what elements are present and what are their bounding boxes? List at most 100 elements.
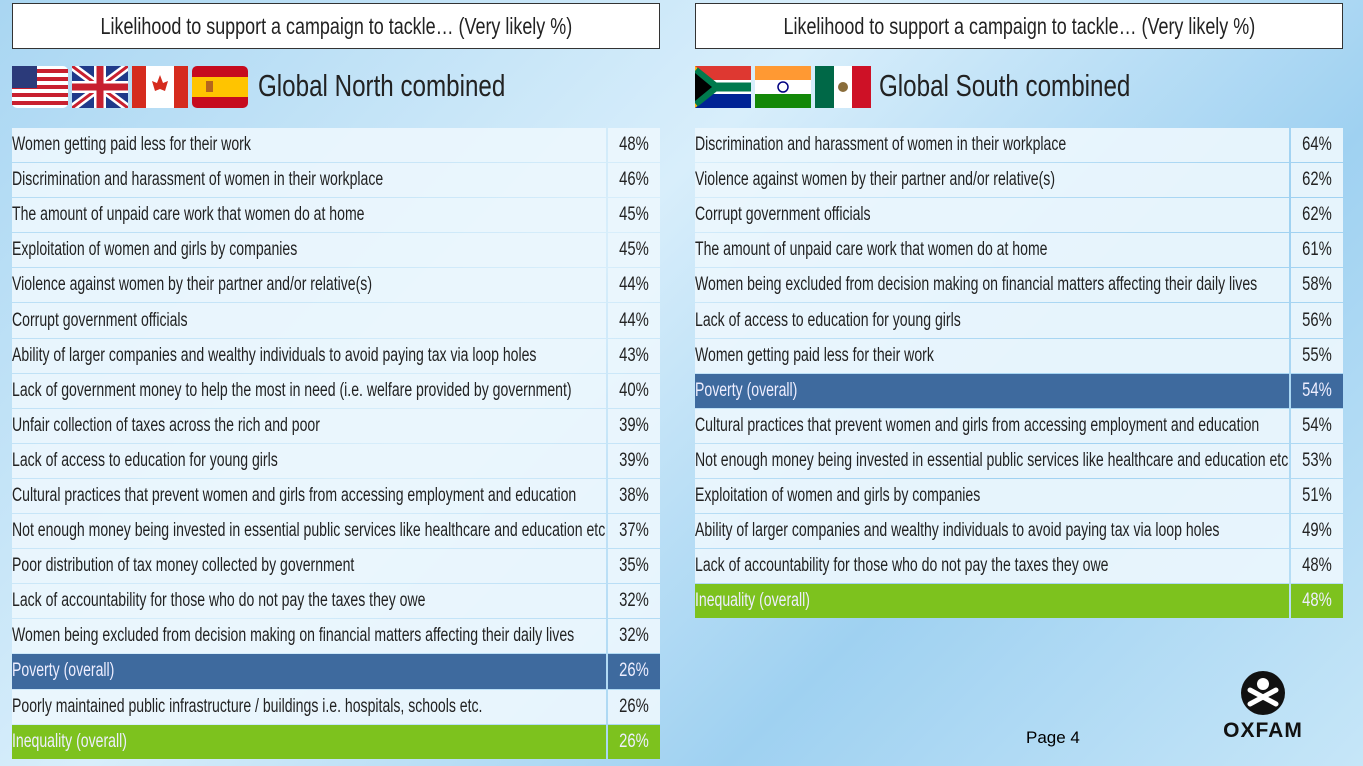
- row-label-cell: Ability of larger companies and wealthy …: [12, 338, 606, 373]
- row-value: 54%: [1302, 379, 1332, 401]
- row-label: Lack of accountability for those who do …: [695, 555, 1109, 577]
- table-row: Poverty (overall) 26%: [12, 654, 660, 689]
- row-value-cell: 53%: [1291, 443, 1343, 478]
- row-value-cell: 26%: [608, 689, 660, 724]
- row-value-cell: 38%: [608, 478, 660, 514]
- row-label: Discrimination and harassment of women i…: [695, 134, 1067, 156]
- table: Women getting paid less for their work 48…: [12, 128, 660, 760]
- row-label-cell: Exploitation of women and girls by compa…: [12, 233, 606, 268]
- row-value-cell: 48%: [608, 128, 660, 163]
- table-row: Poverty (overall) 54%: [695, 373, 1343, 408]
- panel-title: Global North combined: [258, 68, 575, 104]
- row-value-cell: 46%: [608, 163, 660, 198]
- row-label-cell: Not enough money being invested in essen…: [12, 514, 606, 549]
- row-label: Exploitation of women and girls by compa…: [695, 484, 981, 506]
- row-label-cell: Women getting paid less for their work: [695, 338, 1289, 373]
- logo-mark: [1241, 671, 1285, 715]
- row-value-cell: 54%: [1291, 408, 1343, 443]
- row-label: Poorly maintained public infrastructure …: [12, 695, 483, 717]
- row-label-cell: Cultural practices that prevent women an…: [695, 408, 1289, 443]
- row-label: The amount of unpaid care work that wome…: [695, 239, 1048, 261]
- row-value: 32%: [619, 625, 649, 647]
- panel-title: Global South combined: [879, 68, 1201, 104]
- table-row: Lack of government money to help the mos…: [12, 373, 660, 408]
- flag-canada: [132, 66, 188, 108]
- row-label-cell: The amount of unpaid care work that wome…: [695, 233, 1289, 268]
- page-number: Page 4: [1026, 728, 1080, 747]
- row-value: 62%: [1302, 169, 1332, 191]
- table-row: Not enough money being invested in essen…: [12, 514, 660, 549]
- row-label-cell: Poorly maintained public infrastructure …: [12, 689, 606, 724]
- row-value-cell: 39%: [608, 443, 660, 478]
- row-value: 49%: [1302, 520, 1332, 542]
- table-row: Discrimination and harassment of women i…: [12, 163, 660, 198]
- table-row: Violence against women by their partner …: [12, 268, 660, 303]
- row-value-cell: 58%: [1291, 268, 1343, 303]
- row-value: 45%: [619, 239, 649, 261]
- row-value-cell: 32%: [608, 619, 660, 654]
- table-row: Discrimination and harassment of women i…: [695, 128, 1343, 163]
- flag-uk: [72, 66, 128, 108]
- table-row: Corrupt government officials 44%: [12, 303, 660, 338]
- row-label-cell: Lack of access to education for young gi…: [695, 303, 1289, 338]
- row-label: Women getting paid less for their work: [695, 344, 934, 366]
- table-row: Inequality (overall) 48%: [695, 584, 1343, 619]
- table-row: Cultural practices that prevent women an…: [12, 478, 660, 514]
- row-value: 55%: [1302, 344, 1332, 366]
- row-label-cell: Lack of accountability for those who do …: [12, 584, 606, 619]
- row-label: Lack of access to education for young gi…: [12, 449, 278, 471]
- row-label-cell: Cultural practices that prevent women an…: [12, 478, 606, 514]
- row-value: 40%: [619, 379, 649, 401]
- row-value-cell: 54%: [1291, 373, 1343, 408]
- row-value-cell: 62%: [1291, 163, 1343, 198]
- row-label: Unfair collection of taxes across the ri…: [12, 414, 320, 436]
- row-label: Not enough money being invested in essen…: [695, 449, 1289, 471]
- table-row: Violence against women by their partner …: [695, 163, 1343, 198]
- row-value-cell: 48%: [1291, 549, 1343, 584]
- row-value: 37%: [619, 520, 649, 542]
- row-label-cell: Ability of larger companies and wealthy …: [695, 514, 1289, 549]
- row-label-cell: Women being excluded from decision makin…: [12, 619, 606, 654]
- row-label: Cultural practices that prevent women an…: [12, 484, 577, 506]
- flags: [12, 66, 248, 108]
- row-value-cell: 51%: [1291, 478, 1343, 514]
- table-row: Ability of larger companies and wealthy …: [695, 514, 1343, 549]
- row-value: 38%: [619, 484, 649, 506]
- table-row: Exploitation of women and girls by compa…: [695, 478, 1343, 514]
- row-value-cell: 43%: [608, 338, 660, 373]
- row-value-cell: 55%: [1291, 338, 1343, 373]
- table-row: Lack of accountability for those who do …: [12, 584, 660, 619]
- flag-spain: [192, 66, 248, 108]
- row-value-cell: 56%: [1291, 303, 1343, 338]
- row-value-cell: 26%: [608, 724, 660, 759]
- table-row: Ability of larger companies and wealthy …: [12, 338, 660, 373]
- row-label-cell: Poverty (overall): [12, 654, 606, 689]
- table-row: Women being excluded from decision makin…: [695, 268, 1343, 303]
- logo: OXFAM: [1218, 670, 1308, 743]
- row-value-cell: 45%: [608, 233, 660, 268]
- row-label: Poverty (overall): [12, 660, 115, 682]
- row-value-cell: 44%: [608, 303, 660, 338]
- row-value: 58%: [1302, 274, 1332, 296]
- row-value: 62%: [1302, 204, 1332, 226]
- row-label: Lack of access to education for young gi…: [695, 309, 961, 331]
- header-text: Likelihood to support a campaign to tack…: [783, 12, 1255, 39]
- row-label-cell: Women being excluded from decision makin…: [695, 268, 1289, 303]
- row-value: 35%: [619, 555, 649, 577]
- row-label: Cultural practices that prevent women an…: [695, 414, 1260, 436]
- table-row: Women being excluded from decision makin…: [12, 619, 660, 654]
- row-label: Inequality (overall): [695, 590, 810, 612]
- table-row: Inequality (overall) 26%: [12, 724, 660, 759]
- row-value-cell: 26%: [608, 654, 660, 689]
- row-label: Not enough money being invested in essen…: [12, 520, 606, 542]
- row-label-cell: Lack of accountability for those who do …: [695, 549, 1289, 584]
- row-label: The amount of unpaid care work that wome…: [12, 204, 365, 226]
- row-value: 43%: [619, 344, 649, 366]
- row-label-cell: Poverty (overall): [695, 373, 1289, 408]
- header-text: Likelihood to support a campaign to tack…: [100, 12, 572, 39]
- row-label: Ability of larger companies and wealthy …: [12, 344, 537, 366]
- panel-header: Likelihood to support a campaign to tack…: [12, 3, 660, 49]
- row-value: 44%: [619, 274, 649, 296]
- row-value: 39%: [619, 414, 649, 436]
